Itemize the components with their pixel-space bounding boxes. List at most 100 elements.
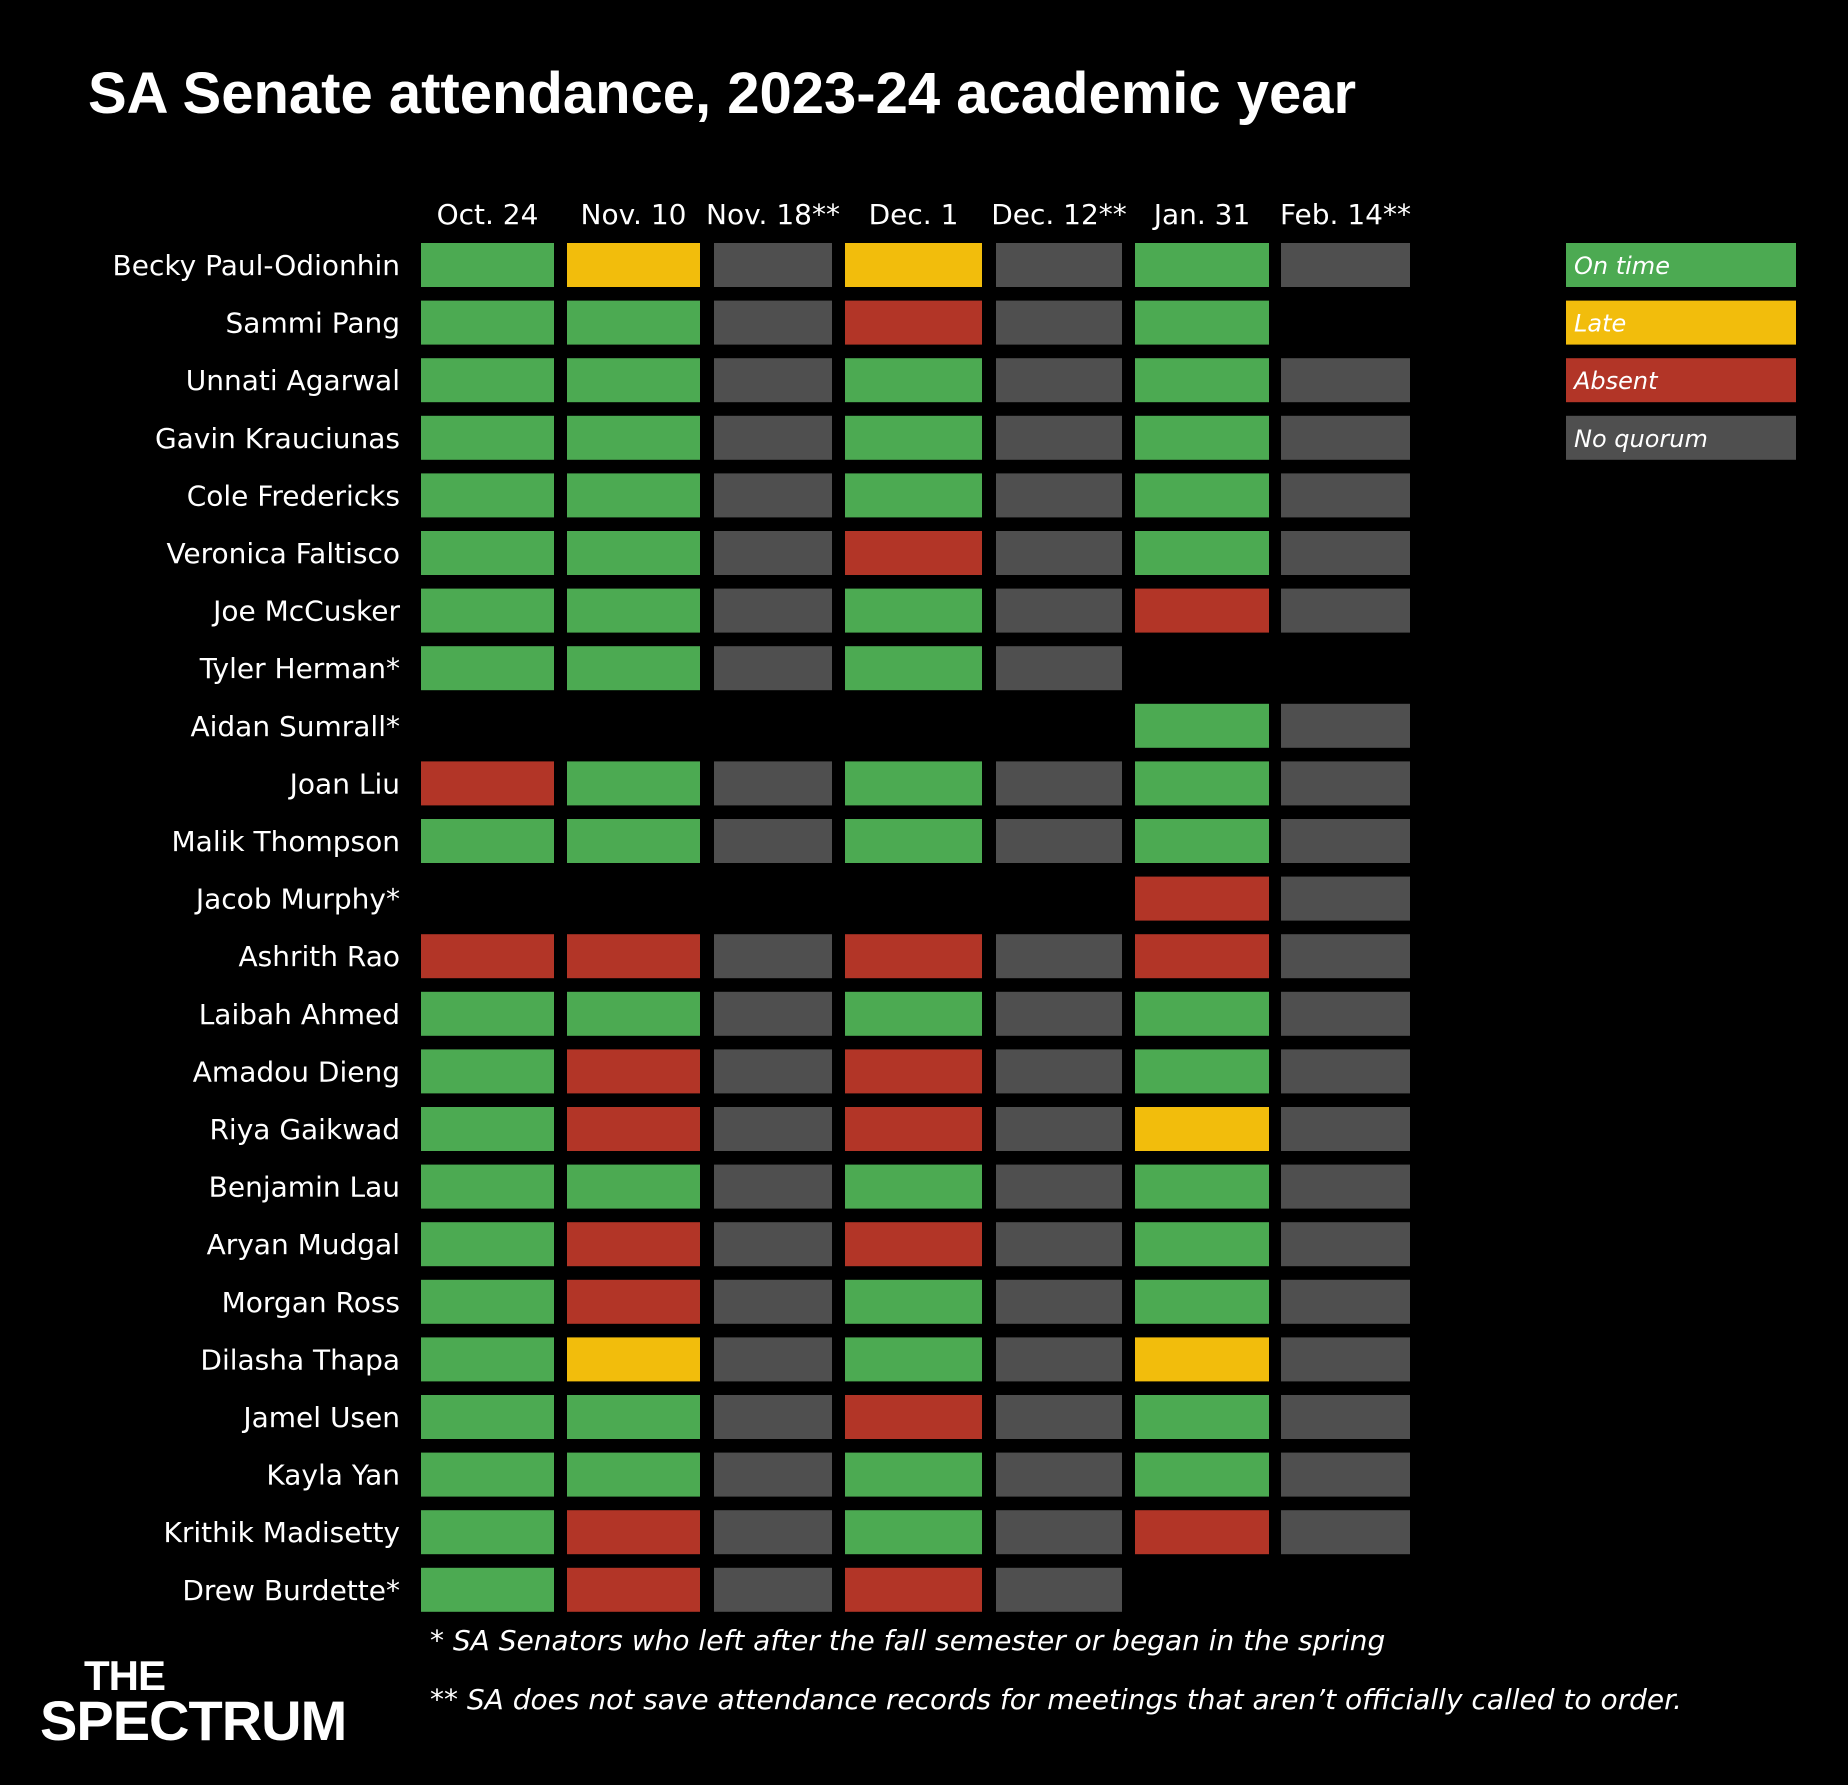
attendance-cell-late [1135, 1337, 1269, 1382]
attendance-cell-no-quorum [1281, 1337, 1410, 1382]
attendance-cell-absent [421, 934, 554, 979]
attendance-cell-no-quorum [714, 531, 832, 575]
attendance-cell-no-quorum [1281, 531, 1410, 575]
attendance-cell-on-time [421, 588, 554, 633]
attendance-cell-absent [567, 1107, 700, 1151]
footnote-single-star: * SA Senators who left after the fall se… [430, 1624, 1386, 1657]
attendance-cell-on-time [1135, 243, 1269, 287]
attendance-cell-no-quorum [714, 934, 832, 979]
attendance-cell-no-quorum [714, 1279, 832, 1324]
attendance-cell-absent [1135, 1510, 1269, 1555]
attendance-cell-absent [845, 531, 982, 575]
attendance-cell-on-time [421, 415, 554, 460]
attendance-cell-absent [845, 1107, 982, 1151]
attendance-cell-on-time [845, 415, 982, 460]
attendance-cell-on-time [421, 1222, 554, 1267]
row-label: Benjamin Lau [209, 1171, 400, 1204]
row-label: Jacob Murphy* [194, 883, 400, 916]
attendance-cell-no-quorum [996, 1222, 1122, 1267]
attendance-cell-no-quorum [1281, 703, 1410, 748]
attendance-cell-no-quorum [1281, 819, 1410, 863]
row-label: Drew Burdette* [182, 1574, 400, 1607]
attendance-cell-absent [1135, 934, 1269, 979]
attendance-cell-on-time [845, 358, 982, 403]
attendance-cell-no-quorum [996, 1337, 1122, 1382]
attendance-cell-no-quorum [1281, 358, 1410, 403]
attendance-cell-on-time [567, 646, 700, 691]
attendance-cell-on-time [845, 1337, 982, 1382]
attendance-cell-on-time [845, 991, 982, 1036]
attendance-cell-no-quorum [996, 1164, 1122, 1209]
attendance-cell-absent [845, 1567, 982, 1612]
attendance-cell-absent [845, 1049, 982, 1094]
column-label: Feb. 14** [1280, 198, 1411, 231]
row-label: Joe McCusker [211, 595, 400, 628]
attendance-cell-on-time [567, 588, 700, 633]
attendance-cell-absent [421, 761, 554, 806]
attendance-cell-no-quorum [996, 761, 1122, 806]
attendance-cell-absent [845, 934, 982, 979]
attendance-cell-on-time [421, 1395, 554, 1439]
row-label: Krithik Madisetty [164, 1516, 400, 1549]
attendance-cell-on-time [845, 1510, 982, 1555]
legend-label: Absent [1572, 367, 1659, 395]
attendance-cell-no-quorum [1281, 1164, 1410, 1209]
attendance-cell-on-time [567, 1164, 700, 1209]
attendance-cell-no-quorum [996, 1279, 1122, 1324]
column-label: Jan. 31 [1152, 198, 1251, 231]
attendance-cell-on-time [421, 1279, 554, 1324]
attendance-cell-no-quorum [714, 358, 832, 403]
attendance-cell-on-time [421, 646, 554, 691]
column-label: Oct. 24 [437, 198, 539, 231]
attendance-cell-on-time [1135, 991, 1269, 1036]
attendance-cell-no-quorum [714, 991, 832, 1036]
heatmap-cells [421, 243, 1410, 1612]
attendance-cell-no-quorum [1281, 991, 1410, 1036]
row-label: Kayla Yan [266, 1459, 400, 1492]
column-label: Dec. 12** [991, 198, 1127, 231]
attendance-cell-no-quorum [714, 415, 832, 460]
row-label: Jamel Usen [241, 1401, 400, 1434]
attendance-cell-no-quorum [714, 1395, 832, 1439]
column-label: Nov. 10 [581, 198, 687, 231]
legend-swatch-late [1566, 300, 1796, 345]
row-label: Laibah Ahmed [199, 998, 400, 1031]
attendance-cell-no-quorum [996, 473, 1122, 518]
attendance-cell-on-time [1135, 300, 1269, 345]
attendance-cell-no-quorum [1281, 1510, 1410, 1555]
attendance-cell-on-time [421, 531, 554, 575]
attendance-cell-no-quorum [1281, 934, 1410, 979]
attendance-cell-no-quorum [996, 934, 1122, 979]
logo-line-spectrum: SPECTRUM [40, 1689, 347, 1752]
attendance-cell-no-quorum [996, 1049, 1122, 1094]
attendance-cell-on-time [421, 819, 554, 863]
row-label: Sammi Pang [226, 307, 400, 340]
attendance-cell-absent [567, 934, 700, 979]
legend-swatch-no-quorum [1566, 415, 1796, 460]
attendance-cell-no-quorum [996, 991, 1122, 1036]
attendance-heatmap: Oct. 24 Nov. 10 Nov. 18** Dec. 1 Dec. 12** Ja… [113, 198, 1796, 1612]
attendance-cell-no-quorum [714, 1049, 832, 1094]
row-label: Riya Gaikwad [209, 1113, 400, 1146]
attendance-cell-no-quorum [1281, 243, 1410, 287]
attendance-cell-on-time [845, 1452, 982, 1497]
row-label: Amadou Dieng [193, 1055, 400, 1088]
attendance-cell-on-time [567, 358, 700, 403]
attendance-cell-no-quorum [1281, 1279, 1410, 1324]
attendance-cell-no-quorum [996, 300, 1122, 345]
attendance-cell-on-time [567, 300, 700, 345]
legend: On time Late Absent No quorum [1566, 243, 1796, 460]
attendance-cell-on-time [1135, 531, 1269, 575]
column-label: Nov. 18** [706, 198, 840, 231]
attendance-cell-on-time [1135, 415, 1269, 460]
attendance-cell-no-quorum [996, 1107, 1122, 1151]
row-label: Aryan Mudgal [207, 1228, 400, 1261]
attendance-cell-on-time [421, 358, 554, 403]
attendance-cell-on-time [1135, 358, 1269, 403]
attendance-cell-on-time [845, 819, 982, 863]
attendance-cell-no-quorum [1281, 1452, 1410, 1497]
attendance-cell-no-quorum [1281, 1222, 1410, 1267]
attendance-cell-on-time [1135, 1222, 1269, 1267]
attendance-cell-no-quorum [714, 1510, 832, 1555]
attendance-cell-no-quorum [996, 1395, 1122, 1439]
